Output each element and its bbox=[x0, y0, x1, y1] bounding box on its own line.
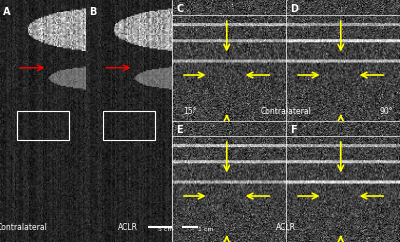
Text: 90°: 90° bbox=[379, 107, 393, 116]
Text: D: D bbox=[290, 4, 298, 14]
Text: B: B bbox=[90, 7, 97, 17]
Text: 15°: 15° bbox=[183, 107, 197, 116]
Text: F: F bbox=[290, 125, 297, 135]
Text: A: A bbox=[4, 7, 11, 17]
Text: Contralateral: Contralateral bbox=[0, 223, 48, 232]
Text: ACLR: ACLR bbox=[118, 223, 138, 232]
Text: Contralateral: Contralateral bbox=[260, 107, 312, 116]
Text: 1 cm: 1 cm bbox=[198, 227, 214, 232]
Text: C: C bbox=[176, 4, 184, 14]
Text: 5 cm: 5 cm bbox=[158, 227, 174, 232]
Text: ACLR: ACLR bbox=[276, 223, 296, 232]
Text: E: E bbox=[176, 125, 183, 135]
